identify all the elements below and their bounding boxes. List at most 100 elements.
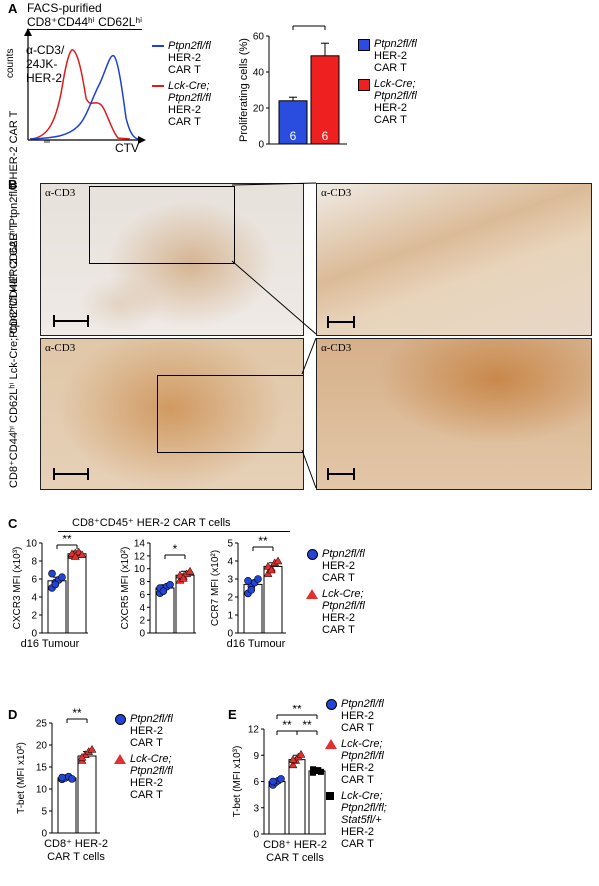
y-tick-label: 2 bbox=[227, 593, 233, 604]
data-point bbox=[159, 587, 168, 596]
bar bbox=[175, 574, 195, 634]
significance-label: ** bbox=[72, 706, 82, 720]
legend-text: HER-2 bbox=[374, 102, 408, 114]
y-tick-label: 9 bbox=[253, 751, 259, 762]
micrograph-lck-cre-highmag: α-CD3 bbox=[316, 338, 592, 490]
legend-text: CAR T bbox=[322, 624, 355, 636]
cxcr3-chart: 0 2 4 6 8 10 ** CXCR3 MFI (x10³) d16 Tumour bbox=[12, 535, 88, 650]
legend-marker bbox=[325, 739, 337, 749]
panel-letter-d: D bbox=[8, 707, 18, 722]
legend-text: Ptpn2fl/fl bbox=[130, 765, 173, 777]
legend-text: Ptpn2fl/fl bbox=[168, 40, 211, 52]
y-tick-label: 2 bbox=[31, 611, 37, 622]
legend-text: Ptpn2fl/fl bbox=[341, 698, 384, 710]
histogram-x-label: CTV bbox=[115, 141, 139, 155]
legend-entry: Ptpn2fl/fl HER-2 CAR T bbox=[114, 713, 173, 749]
legend-text: HER-2 bbox=[168, 104, 202, 116]
legend-text: Ptpn2fl/fl; bbox=[341, 802, 387, 814]
panel-letter-e: E bbox=[228, 707, 237, 722]
legend-text: HER-2 bbox=[322, 560, 356, 572]
bar bbox=[77, 755, 97, 834]
y-tick-label: 4 bbox=[139, 603, 145, 614]
y-tick-label: 3 bbox=[253, 803, 259, 814]
panel-letter-b: B bbox=[8, 177, 18, 192]
legend-entry: Ptpn2fl/fl HER-2 CAR T bbox=[152, 40, 211, 76]
legend-text: CAR T bbox=[341, 838, 374, 850]
x-axis-label: CAR T cells bbox=[266, 852, 324, 864]
legend-marker bbox=[326, 792, 334, 800]
legend-entry: Lck-Cre; Ptpn2fl/fl HER-2 CAR T bbox=[114, 753, 173, 801]
data-point bbox=[77, 550, 87, 558]
legend-text: Ptpn2fl/fl bbox=[374, 90, 417, 102]
x-axis-label: d16 Tumour bbox=[21, 638, 80, 650]
legend-text: Ptpn2fl/fl bbox=[322, 600, 365, 612]
n-label: 6 bbox=[290, 129, 297, 143]
legend-text: CAR T bbox=[130, 737, 163, 749]
x-axis-label: CD8⁺ HER-2 bbox=[263, 839, 327, 851]
data-point bbox=[318, 768, 324, 775]
legend-marker bbox=[152, 85, 164, 87]
legend-text: CAR T bbox=[130, 789, 163, 801]
bar bbox=[310, 55, 340, 145]
data-point bbox=[68, 775, 76, 783]
scale-bar bbox=[53, 315, 89, 327]
legend-entry: Lck-Cre; Ptpn2fl/fl HER-2 CAR T bbox=[325, 738, 387, 786]
significance-label: ** bbox=[282, 718, 292, 732]
y-tick-label: 5 bbox=[227, 539, 233, 550]
panel-d-legend: Ptpn2fl/fl HER-2 CAR T Lck-Cre; Ptpn2fl/fl HE… bbox=[114, 713, 173, 805]
panel-e-legend: Ptpn2fl/fl HER-2 CAR T Lck-Cre; Ptpn2fl/fl HE… bbox=[325, 698, 387, 854]
panel-c-header: CD8⁺CD45⁺ HER-2 CAR T cells bbox=[72, 517, 231, 529]
cd3-stain-label: α-CD3 bbox=[321, 187, 352, 199]
y-tick-label: 4 bbox=[31, 593, 37, 604]
legend-text: CAR T bbox=[168, 64, 201, 76]
scale-bar bbox=[53, 468, 89, 480]
x-axis-label: CD8⁺ HER-2 bbox=[44, 838, 108, 850]
legend-text: HER-2 bbox=[130, 725, 164, 737]
data-point bbox=[185, 566, 195, 575]
legend-entry: Lck-Cre; Ptpn2fl/fl; Stat5fl/+ HER-2 CAR T bbox=[325, 790, 387, 850]
data-point bbox=[77, 752, 87, 761]
legend-marker bbox=[358, 79, 370, 91]
legend-text: HER-2 bbox=[130, 777, 164, 789]
y-axis-label: CCR7 MFI (x10²) bbox=[210, 550, 221, 626]
legend-marker bbox=[114, 754, 126, 764]
y-tick-label: 0 bbox=[41, 829, 47, 840]
cd3-stain-label: α-CD3 bbox=[45, 342, 76, 354]
significance-label: ** bbox=[292, 705, 302, 716]
data-point bbox=[263, 561, 273, 570]
cd3-stain-label: α-CD3 bbox=[321, 342, 352, 354]
scale-bar bbox=[327, 316, 355, 328]
y-axis-label: T-bet (MFI x10³) bbox=[232, 746, 243, 818]
y-tick-label: 2 bbox=[139, 616, 145, 627]
legend-text: HER-2 bbox=[341, 710, 375, 722]
data-point bbox=[288, 755, 298, 763]
header-rule bbox=[58, 531, 290, 532]
y-tick-label: 15 bbox=[36, 763, 48, 774]
panel-letter-c: C bbox=[8, 516, 18, 531]
legend-marker bbox=[115, 714, 126, 725]
y-tick-label: 12 bbox=[248, 725, 260, 736]
y-tick-label: 4 bbox=[227, 557, 233, 568]
data-point bbox=[178, 573, 188, 582]
data-point bbox=[87, 744, 97, 753]
data-point bbox=[288, 760, 298, 769]
legend-marker bbox=[152, 45, 164, 47]
legend-text: Lck-Cre; bbox=[341, 738, 383, 750]
legend-text: Lck-Cre; bbox=[130, 753, 172, 765]
facs-header-line1: FACS-purified bbox=[27, 1, 102, 15]
legend-text: Stat5fl/+ bbox=[341, 814, 382, 826]
legend-marker bbox=[307, 549, 318, 560]
cd3-stain-label: α-CD3 bbox=[45, 187, 76, 199]
y-tick-label: 10 bbox=[36, 785, 48, 796]
bar bbox=[288, 759, 306, 835]
y-axis-label: CXCR3 MFI (x10³) bbox=[12, 547, 23, 630]
facs-header-line2: CD8⁺CD44ʰⁱ CD62Lʰⁱ bbox=[27, 15, 143, 30]
y-axis-label: CXCR5 MFI (x10²) bbox=[120, 547, 131, 630]
legend-text: CAR T bbox=[322, 572, 355, 584]
panel-letter-a: A bbox=[8, 1, 18, 16]
micrograph-lck-cre-lowmag: α-CD3 bbox=[40, 338, 304, 490]
legend-text: HER-2 bbox=[374, 50, 408, 62]
legend-text: HER-2 bbox=[168, 52, 202, 64]
bar bbox=[268, 781, 286, 835]
